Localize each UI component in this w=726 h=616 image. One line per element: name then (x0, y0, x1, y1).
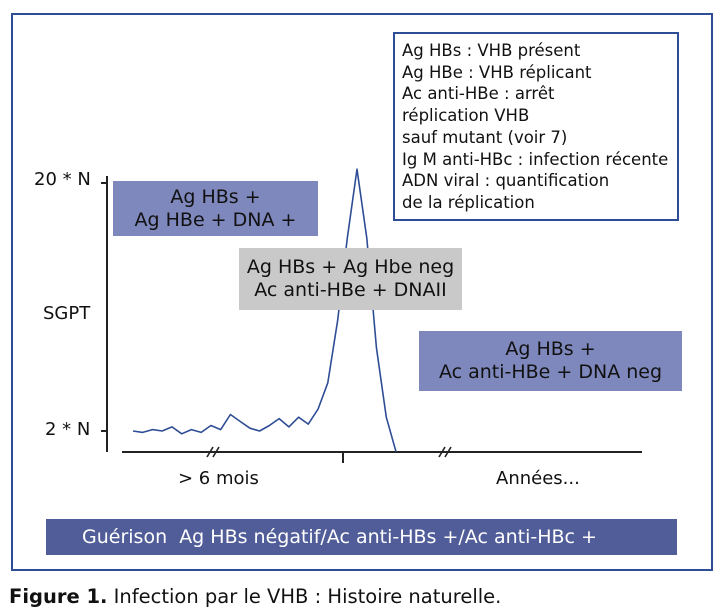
legend-box: Ag HBs : VHB présent Ag HBe : VHB réplic… (393, 32, 679, 221)
phase3-line2: Ac anti-HBe + DNA neg (438, 361, 663, 383)
legend-line: Ac anti-HBe : arrêt (402, 84, 555, 104)
axis-break-mark (212, 446, 220, 458)
phase1-line2: Ag HBe + DNA + (134, 208, 297, 231)
legend-line: Ag HBe : VHB réplicant (402, 62, 592, 82)
axis-break-mark (444, 446, 452, 458)
legend-line: Ig M anti-HBc : infection récente (402, 149, 669, 169)
phase3-banner: Ag HBs + Ac anti-HBe + DNA neg (419, 331, 682, 391)
legend-line: sauf mutant (voir 7) (402, 127, 568, 147)
xtick-label-annees: Années... (496, 468, 580, 489)
chart-axes (101, 176, 642, 463)
phase1-banner: Ag HBs + Ag HBe + DNA + (113, 181, 318, 236)
figure-caption: Figure 1. Infection par le VHB : Histoir… (9, 585, 501, 608)
outcome-banner: Guérison Ag HBs négatif/Ac anti-HBs +/Ac… (46, 519, 677, 555)
axis-break-mark (206, 446, 214, 458)
phase2-banner: Ag HBs + Ag Hbe neg Ac anti-HBe + DNAII (239, 248, 462, 310)
ytick-label-20n: 20 * N (34, 169, 91, 190)
caption-label: Figure 1. (9, 585, 108, 608)
phase1-line1: Ag HBs + (170, 185, 261, 208)
phase3-line1: Ag HBs + (505, 338, 596, 360)
caption-text: Infection par le VHB : Histoire naturell… (107, 585, 502, 608)
ytick-label-2n: 2 * N (45, 419, 91, 440)
axis-break-mark (438, 446, 446, 458)
legend-line: de la réplication (402, 192, 535, 212)
y-axis-label: SGPT (43, 303, 91, 324)
legend-line: Ag HBs : VHB présent (402, 41, 581, 60)
xtick-label-6mois: > 6 mois (178, 468, 259, 489)
chart-series (132, 168, 397, 452)
legend-line: ADN viral : quantification (402, 171, 610, 191)
phase2-line2: Ac anti-HBe + DNAII (254, 279, 447, 301)
phase2-line1: Ag HBs + Ag Hbe neg (246, 256, 455, 278)
sgpt-series-line (132, 168, 397, 452)
legend-line: réplication VHB (402, 106, 530, 126)
